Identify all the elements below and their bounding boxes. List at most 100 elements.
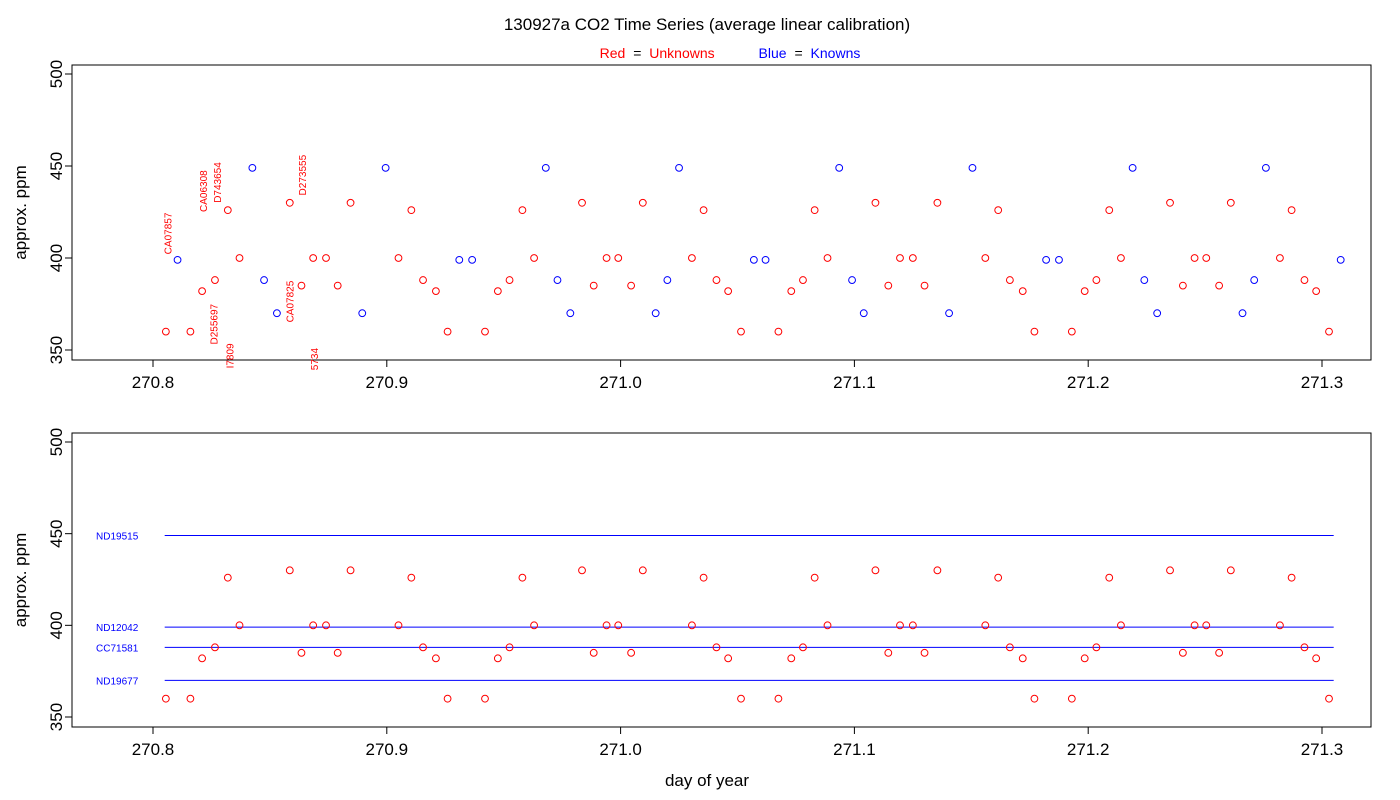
unknown-point [481, 327, 489, 336]
legend-knowns-equals: = [794, 45, 802, 61]
unknown-point [1105, 573, 1114, 582]
unknown-point [810, 206, 819, 215]
unknown-point [699, 573, 708, 582]
unknown-point [589, 281, 598, 290]
known-point [835, 163, 844, 172]
plot-frame [71, 432, 1372, 728]
unknown-point [896, 254, 904, 262]
unknown-point [810, 573, 819, 582]
sample-id-annotation: CA07857 [164, 212, 175, 254]
unknown-point [309, 621, 318, 630]
legend-unknowns-word: Red [600, 45, 626, 61]
unknown-point [346, 566, 355, 575]
known-point [945, 309, 953, 318]
unknown-point [1178, 281, 1187, 290]
unknown-point [774, 327, 783, 336]
x-tick-label: 271.1 [833, 740, 876, 759]
y-tick-label: 450 [47, 519, 66, 547]
unknown-point [737, 327, 745, 336]
unknown-point [419, 276, 427, 284]
unknown-point [823, 621, 832, 630]
unknown-point [493, 654, 502, 663]
unknown-point [1166, 566, 1174, 575]
x-tick-label: 271.3 [1301, 373, 1344, 392]
known-point [1250, 276, 1259, 284]
legend-line: Red = Unknowns Blue = Knowns [600, 45, 861, 61]
x-tick-label: 271.0 [599, 373, 642, 392]
unknown-point [235, 254, 244, 262]
unknown-point [787, 654, 796, 663]
unknown-point [186, 694, 195, 703]
unknown-point [530, 621, 538, 630]
unknown-point [161, 327, 170, 336]
unknown-point [1117, 621, 1125, 630]
unknown-point [346, 198, 355, 207]
standard-reference-label: ND19515 [96, 532, 139, 543]
x-axis-label: day of year [665, 771, 749, 790]
y-tick-label: 350 [47, 336, 66, 364]
unknown-point [211, 276, 219, 284]
unknown-point [443, 694, 452, 703]
known-point [381, 163, 390, 172]
unknown-point [297, 648, 306, 657]
x-tick-label: 271.0 [599, 740, 642, 759]
unknown-point [884, 281, 893, 290]
known-point [1042, 255, 1051, 264]
known-point [651, 309, 660, 318]
bottom-panel-scatter: 270.8 270.9 271.0 271.1 271.2 271.3 350 400 450 5… [11, 428, 1372, 759]
known-point [968, 163, 977, 172]
unknown-point [1325, 694, 1333, 703]
x-tick-label: 270.8 [132, 740, 175, 759]
unknown-point [1105, 206, 1114, 215]
known-point [749, 255, 758, 264]
unknown-point [1018, 654, 1027, 663]
unknown-point [871, 198, 880, 207]
known-point [1336, 255, 1345, 264]
unknown-point [394, 254, 403, 262]
unknown-point [1005, 643, 1014, 652]
sample-id-annotation: D273555 [298, 154, 309, 195]
unknown-point [1067, 694, 1076, 703]
chart-title: 130927a CO2 Time Series (average linear … [504, 15, 910, 34]
unknown-point [1226, 198, 1235, 207]
sample-id-annotation: D743654 [213, 162, 224, 203]
sample-id-annotation: D255697 [209, 303, 220, 344]
unknown-point [823, 254, 832, 262]
unknown-point [1005, 276, 1014, 284]
legend-unknowns-label: Unknowns [649, 45, 714, 61]
x-tick-label: 270.9 [366, 373, 409, 392]
unknown-point [419, 643, 427, 652]
unknown-point [322, 254, 330, 262]
unknown-point [799, 276, 807, 284]
unknown-point [407, 573, 416, 582]
known-point [1055, 255, 1063, 264]
known-point [1128, 163, 1137, 172]
unknown-point [1190, 254, 1199, 262]
unknown-point [518, 573, 527, 582]
unknown-point [1202, 254, 1211, 262]
unknown-point [589, 648, 598, 657]
unknown-point [505, 643, 514, 652]
unknown-point [443, 327, 452, 336]
unknown-point [1030, 694, 1039, 703]
unknown-point [1226, 566, 1235, 575]
known-point [1153, 309, 1162, 318]
x-tick-label: 270.9 [366, 740, 409, 759]
known-point [566, 309, 575, 318]
y-tick-label: 450 [47, 152, 66, 180]
unknown-point [724, 287, 733, 296]
sample-id-annotation: 5734 [310, 348, 321, 371]
standard-reference-label: CC71581 [96, 643, 139, 654]
unknown-point [1030, 327, 1039, 336]
unknown-point [1276, 621, 1284, 630]
unknown-point [333, 648, 342, 657]
unknown-point [223, 206, 232, 215]
unknown-point [407, 206, 416, 215]
y-tick-label: 400 [47, 611, 66, 639]
unknown-point [712, 276, 721, 284]
unknown-point [285, 198, 294, 207]
known-point [468, 255, 477, 264]
unknown-point [799, 643, 807, 652]
unknown-point [1312, 287, 1321, 296]
